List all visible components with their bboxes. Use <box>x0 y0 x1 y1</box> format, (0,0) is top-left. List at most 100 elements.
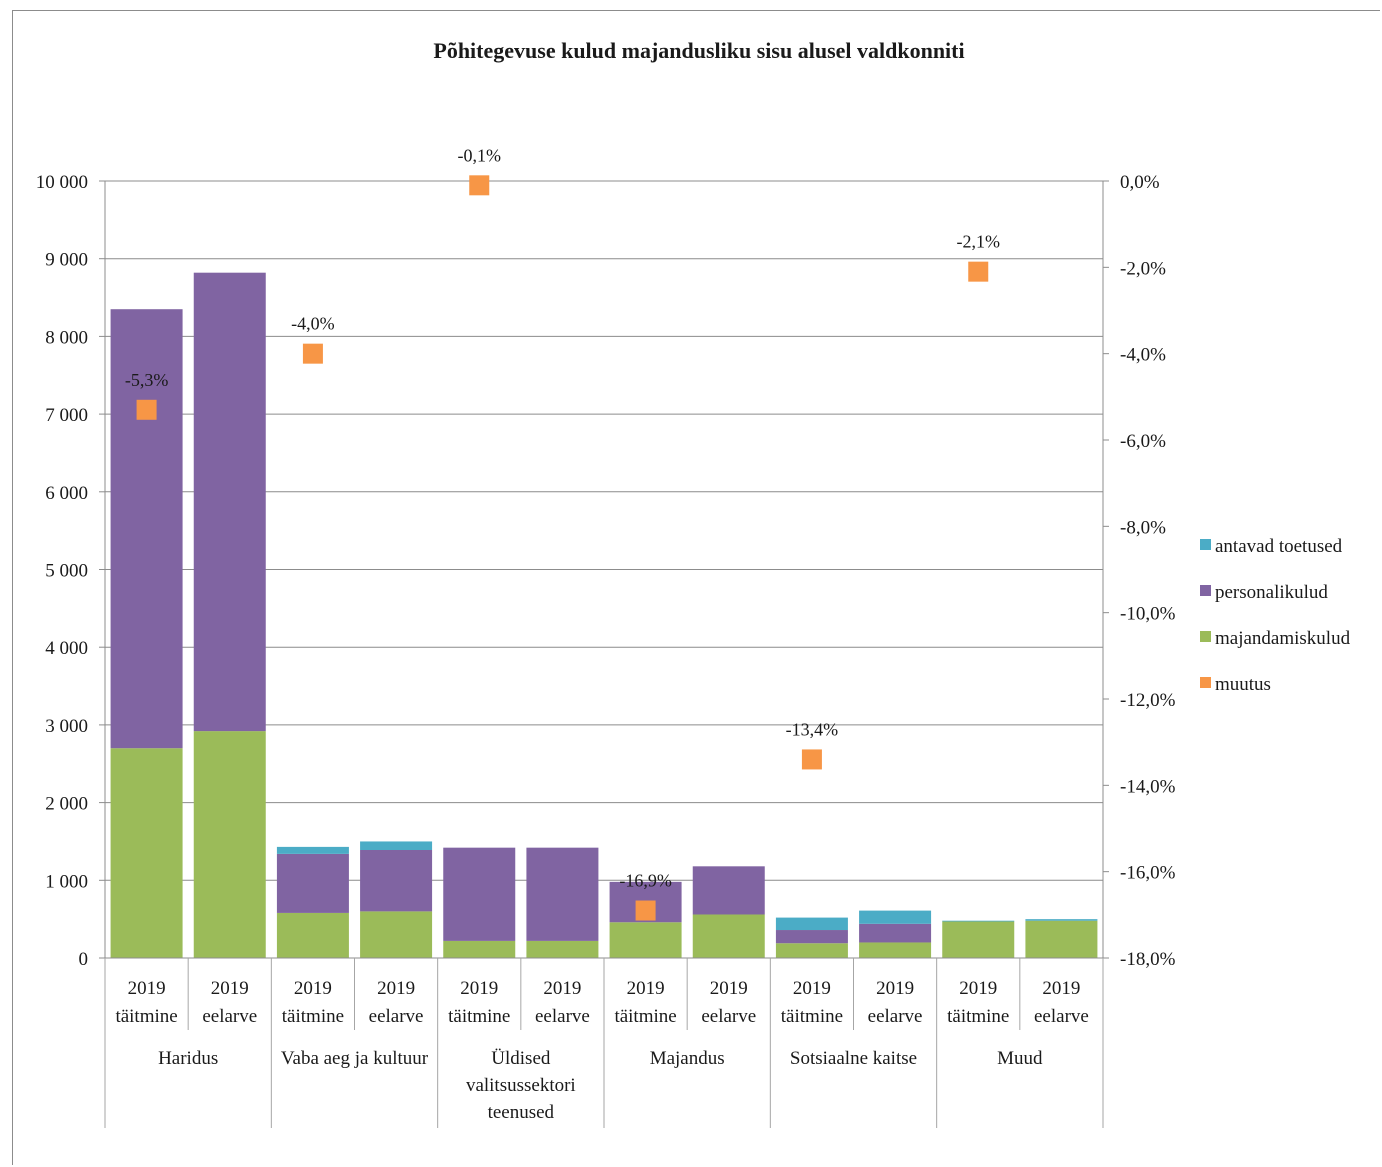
bar-personalikulud <box>110 309 183 749</box>
bar-majandamiskulud <box>1025 920 1098 958</box>
category-kind-label: täitmine <box>282 1006 344 1027</box>
muutus-data-label: -16,9% <box>619 871 672 891</box>
muutus-marker <box>136 399 157 420</box>
muutus-data-label: -0,1% <box>458 145 502 165</box>
y-left-tick-label: 10 000 <box>36 172 88 193</box>
muutus-data-label: -13,4% <box>786 719 839 739</box>
category-year-label: 2019 <box>793 978 831 999</box>
y-right-tick-label: -4,0% <box>1120 345 1166 366</box>
muutus-data-label: -2,1% <box>957 232 1001 252</box>
category-kind-label: eelarve <box>369 1006 424 1027</box>
category-kind-label: eelarve <box>868 1006 923 1027</box>
chart-frame <box>12 10 1380 1165</box>
bar-majandamiskulud <box>193 731 266 958</box>
bar-personalikulud <box>360 849 433 912</box>
y-right-tick-label: 0,0% <box>1120 172 1160 193</box>
category-kind-label: täitmine <box>115 1006 177 1027</box>
bar-majandamiskulud <box>775 943 848 958</box>
bar-antavad-toetused <box>859 910 932 924</box>
y-right-tick-label: -12,0% <box>1120 690 1176 711</box>
y-right-tick-label: -8,0% <box>1120 517 1166 538</box>
bar-personalikulud <box>276 853 349 913</box>
legend-swatch <box>1200 585 1211 596</box>
bar-personalikulud <box>692 866 765 915</box>
muutus-marker <box>635 900 656 921</box>
category-kind-label: täitmine <box>781 1006 843 1027</box>
bar-majandamiskulud <box>110 748 183 958</box>
y-right-tick-label: -10,0% <box>1120 604 1176 625</box>
y-left-tick-label: 5 000 <box>45 561 88 582</box>
y-left-tick-label: 8 000 <box>45 327 88 348</box>
muutus-data-label: -4,0% <box>291 314 335 334</box>
group-label: Muud <box>997 1048 1043 1069</box>
category-year-label: 2019 <box>294 978 332 999</box>
bar-majandamiskulud <box>443 940 516 958</box>
bar-antavad-toetused <box>942 920 1015 922</box>
bar-majandamiskulud <box>360 911 433 958</box>
legend-label: antavad toetused <box>1215 536 1343 557</box>
category-year-label: 2019 <box>627 978 665 999</box>
category-kind-label: täitmine <box>947 1006 1009 1027</box>
category-kind-label: täitmine <box>448 1006 510 1027</box>
group-label: Üldised valitsussektori teenused <box>466 1048 576 1123</box>
bar-personalikulud <box>443 847 516 941</box>
y-left-tick-label: 9 000 <box>45 250 88 271</box>
category-year-label: 2019 <box>710 978 748 999</box>
bar-majandamiskulud <box>609 922 682 958</box>
chart-title: Põhitegevuse kulud majandusliku sisu alu… <box>433 38 964 63</box>
bar-majandamiskulud <box>276 912 349 958</box>
category-year-label: 2019 <box>959 978 997 999</box>
y-right-tick-label: -2,0% <box>1120 258 1166 279</box>
category-year-label: 2019 <box>211 978 249 999</box>
y-left-tick-label: 6 000 <box>45 483 88 504</box>
category-kind-label: eelarve <box>202 1006 257 1027</box>
muutus-data-label: -5,3% <box>125 370 169 390</box>
y-left-tick-label: 0 <box>79 949 89 970</box>
category-kind-label: eelarve <box>1034 1006 1089 1027</box>
category-year-label: 2019 <box>1042 978 1080 999</box>
muutus-marker <box>302 343 323 364</box>
y-right-tick-label: -18,0% <box>1120 949 1176 970</box>
category-year-label: 2019 <box>876 978 914 999</box>
bar-personalikulud <box>859 923 932 943</box>
bar-antavad-toetused <box>276 846 349 854</box>
y-left-tick-label: 3 000 <box>45 716 88 737</box>
bar-personalikulud <box>775 930 848 944</box>
muutus-marker <box>968 261 989 282</box>
group-label: Vaba aeg ja kultuur <box>281 1048 429 1069</box>
legend-swatch <box>1200 539 1211 550</box>
bar-majandamiskulud <box>942 921 1015 958</box>
muutus-marker <box>469 175 490 196</box>
y-left-tick-label: 2 000 <box>45 794 88 815</box>
bar-personalikulud <box>193 272 266 732</box>
y-left-tick-label: 4 000 <box>45 638 88 659</box>
group-label: Sotsiaalne kaitse <box>790 1048 917 1069</box>
category-year-label: 2019 <box>377 978 415 999</box>
bar-antavad-toetused <box>775 917 848 931</box>
bar-majandamiskulud <box>859 942 932 958</box>
bar-antavad-toetused <box>1025 919 1098 921</box>
group-label: Haridus <box>158 1048 218 1069</box>
category-year-label: 2019 <box>460 978 498 999</box>
category-year-label: 2019 <box>128 978 166 999</box>
category-year-label: 2019 <box>543 978 581 999</box>
group-label: Majandus <box>650 1048 725 1069</box>
y-right-tick-label: -16,0% <box>1120 863 1176 884</box>
legend-swatch <box>1200 677 1211 688</box>
y-right-tick-label: -6,0% <box>1120 431 1166 452</box>
legend-label: majandamiskulud <box>1215 628 1351 649</box>
category-kind-label: eelarve <box>535 1006 590 1027</box>
y-left-tick-label: 1 000 <box>45 871 88 892</box>
bar-majandamiskulud <box>526 940 599 958</box>
legend-swatch <box>1200 631 1211 642</box>
category-kind-label: täitmine <box>614 1006 676 1027</box>
y-left-tick-label: 7 000 <box>45 405 88 426</box>
y-right-tick-label: -14,0% <box>1120 776 1176 797</box>
legend-label: muutus <box>1215 674 1271 695</box>
legend-label: personalikulud <box>1215 582 1328 603</box>
category-kind-label: eelarve <box>701 1006 756 1027</box>
bar-antavad-toetused <box>360 841 433 850</box>
bar-personalikulud <box>526 847 599 941</box>
bar-majandamiskulud <box>692 914 765 958</box>
